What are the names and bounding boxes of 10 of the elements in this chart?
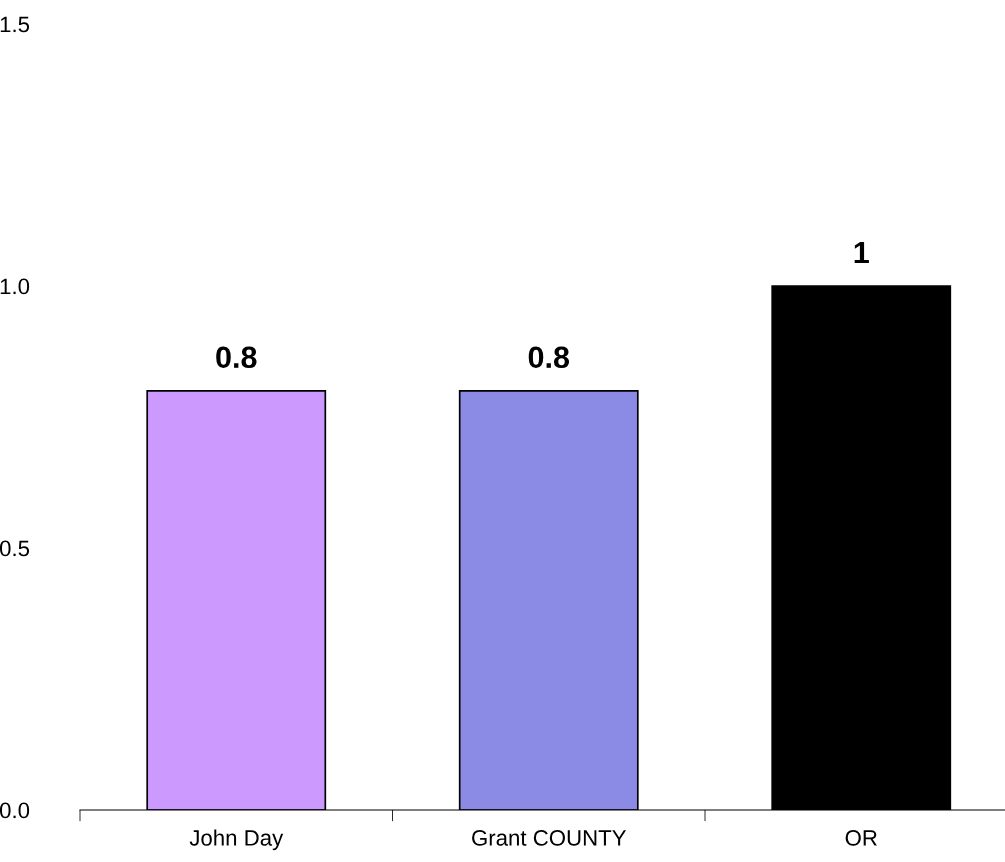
x-tick-label: Grant COUNTY bbox=[472, 830, 627, 846]
data-label: 1 bbox=[854, 241, 869, 263]
data-label: 0.8 bbox=[216, 346, 257, 369]
x-tick-label: John Day bbox=[189, 829, 284, 851]
x-tick-label: OR bbox=[845, 830, 877, 846]
y-tick-label: 0.0 bbox=[0, 802, 30, 819]
data-label: 0.8 bbox=[528, 346, 570, 369]
y-tick-label: 0.5 bbox=[0, 540, 30, 557]
y-tick-label: 1.5 bbox=[0, 16, 30, 33]
y-tick-label: 1.0 bbox=[0, 278, 30, 295]
